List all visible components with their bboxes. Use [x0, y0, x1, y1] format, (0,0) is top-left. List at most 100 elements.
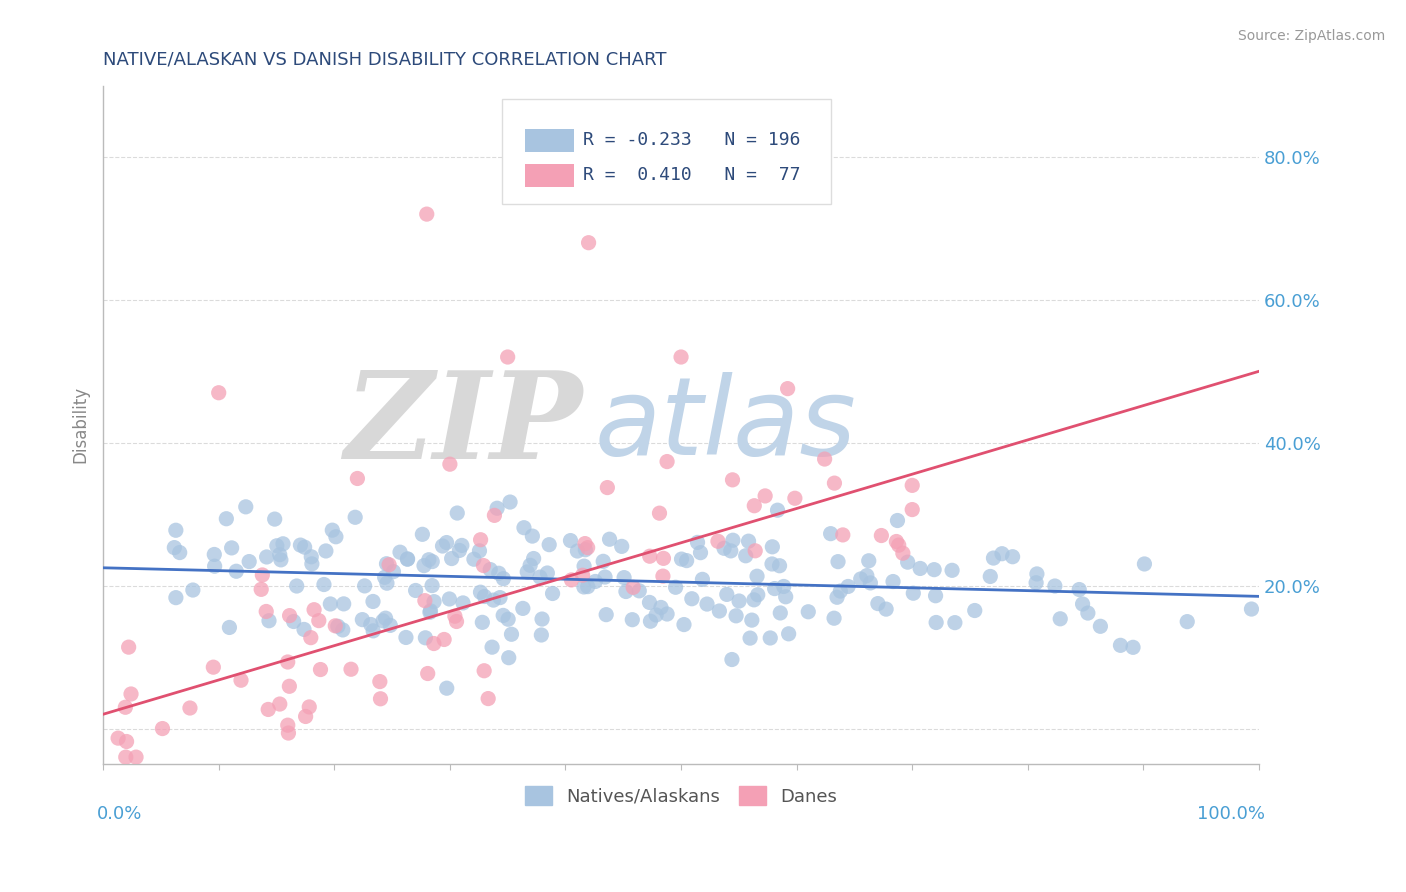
- Legend: Natives/Alaskans, Danes: Natives/Alaskans, Danes: [517, 779, 844, 813]
- Point: [433, 632, 456, 647]
- Point: [567, 544, 589, 558]
- Point: [512, 601, 534, 615]
- Point: [574, 542, 596, 557]
- Point: [474, 590, 496, 604]
- Point: [221, 541, 243, 555]
- Point: [576, 580, 599, 594]
- Point: [395, 631, 418, 645]
- Point: [621, 613, 644, 627]
- Point: [411, 527, 433, 541]
- Point: [250, 582, 273, 597]
- Point: [595, 607, 617, 622]
- Point: [463, 552, 485, 566]
- Point: [450, 538, 472, 552]
- Point: [218, 620, 240, 634]
- Point: [312, 577, 335, 591]
- Point: [277, 655, 299, 669]
- Point: [538, 538, 561, 552]
- Point: [531, 612, 554, 626]
- Point: [120, 687, 142, 701]
- Point: [669, 350, 692, 364]
- Point: [378, 558, 401, 572]
- Point: [925, 615, 948, 630]
- Point: [269, 548, 291, 562]
- Point: [613, 571, 636, 585]
- Point: [416, 666, 439, 681]
- Point: [529, 570, 551, 584]
- Point: [1122, 640, 1144, 655]
- Point: [709, 604, 731, 618]
- Point: [418, 553, 440, 567]
- Point: [922, 563, 945, 577]
- Point: [225, 564, 247, 578]
- Point: [738, 631, 761, 645]
- Point: [692, 573, 714, 587]
- Point: [321, 523, 343, 537]
- Point: [560, 533, 582, 548]
- Point: [278, 608, 301, 623]
- Point: [375, 557, 398, 571]
- Point: [484, 508, 506, 523]
- Point: [375, 576, 398, 591]
- Point: [263, 512, 285, 526]
- Point: [252, 568, 274, 582]
- Point: [152, 722, 174, 736]
- Point: [471, 615, 494, 630]
- Point: [432, 539, 454, 553]
- Point: [576, 541, 599, 555]
- Text: R =  0.410   N =  77: R = 0.410 N = 77: [583, 166, 800, 185]
- Point: [737, 534, 759, 549]
- Point: [530, 628, 553, 642]
- Point: [179, 701, 201, 715]
- Point: [439, 457, 461, 471]
- Point: [277, 718, 299, 732]
- FancyBboxPatch shape: [524, 164, 574, 186]
- Point: [374, 611, 396, 625]
- Point: [897, 555, 920, 569]
- Point: [943, 615, 966, 630]
- Point: [1133, 557, 1156, 571]
- Point: [477, 691, 499, 706]
- Point: [396, 552, 419, 566]
- Point: [278, 679, 301, 693]
- Point: [256, 549, 278, 564]
- Point: [115, 734, 138, 748]
- Text: 0.0%: 0.0%: [97, 805, 143, 823]
- Point: [720, 544, 742, 558]
- Point: [371, 614, 394, 628]
- Point: [924, 589, 946, 603]
- Point: [583, 574, 606, 589]
- Point: [481, 640, 503, 655]
- Point: [763, 582, 786, 596]
- Point: [446, 506, 468, 520]
- Point: [1077, 606, 1099, 620]
- Point: [117, 640, 139, 654]
- Point: [270, 553, 292, 567]
- Point: [766, 503, 789, 517]
- Point: [332, 623, 354, 637]
- Point: [1043, 579, 1066, 593]
- Point: [405, 583, 427, 598]
- Point: [941, 563, 963, 577]
- Point: [169, 545, 191, 559]
- Point: [436, 535, 458, 549]
- Point: [747, 588, 769, 602]
- Point: [114, 750, 136, 764]
- Point: [163, 541, 186, 555]
- Point: [651, 569, 673, 583]
- Point: [496, 612, 519, 626]
- Point: [761, 540, 783, 554]
- Point: [856, 568, 879, 582]
- Point: [498, 650, 520, 665]
- Point: [271, 537, 294, 551]
- Point: [181, 582, 204, 597]
- Point: [208, 385, 231, 400]
- Point: [866, 597, 889, 611]
- Point: [1025, 575, 1047, 590]
- Point: [775, 590, 797, 604]
- Point: [368, 674, 391, 689]
- Point: [1001, 549, 1024, 564]
- Point: [725, 608, 748, 623]
- Point: [257, 702, 280, 716]
- Point: [522, 529, 544, 543]
